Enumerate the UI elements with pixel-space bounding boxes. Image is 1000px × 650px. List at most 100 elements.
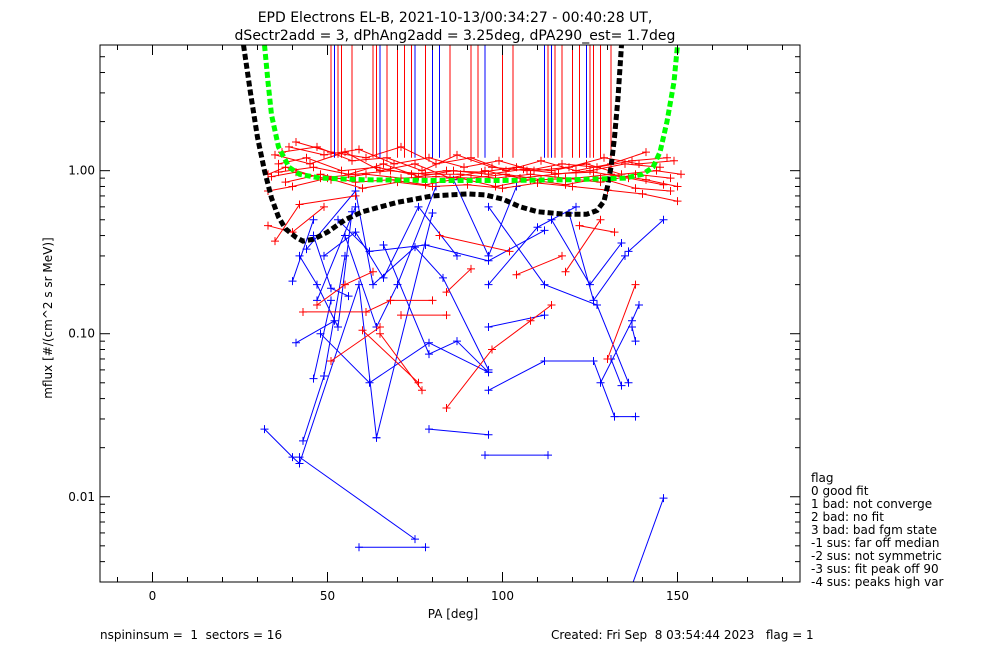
blue-series-line-8 <box>376 212 433 438</box>
red-spectrum-point-8-8 <box>572 166 580 175</box>
chart-title: EPD Electrons EL-B, 2021-10-13/00:34:27 … <box>258 10 653 26</box>
red-spectrum-point-7-3 <box>358 184 367 193</box>
blue-point-6-0 <box>292 338 300 347</box>
legend: flag 0 good fit 1 bad: not converge 2 ba… <box>811 471 944 589</box>
red-spectrum-point-2-8 <box>547 166 556 175</box>
blue-point-0-0 <box>355 543 363 552</box>
blue-point-25-0 <box>628 322 636 331</box>
blue-point-28-1 <box>351 228 360 237</box>
red-point-4-3 <box>428 296 437 305</box>
red-spectrum-point-9-5 <box>449 166 458 175</box>
plot-data <box>241 45 685 599</box>
red-spectrum-point-4-7 <box>523 166 531 175</box>
red-spectrum-point-6-0 <box>285 142 293 151</box>
blue-point-24-1 <box>617 381 626 390</box>
blue-series-line-26 <box>628 219 664 252</box>
red-point-9-1 <box>558 251 566 260</box>
legend-entry-7: -4 sus: peaks high var <box>811 575 944 589</box>
red-point-2-1 <box>414 378 423 387</box>
red-spectrum-point-7-7 <box>498 184 507 193</box>
red-spectrum-point-9-1 <box>309 163 318 172</box>
red-point-3-1 <box>376 322 384 331</box>
red-spectrum-point-9-11 <box>659 180 668 189</box>
red-point-2-0 <box>358 326 367 335</box>
blue-point-28-3 <box>414 202 423 211</box>
blue-point-21-2 <box>617 239 626 248</box>
y-tick-label-2: 1.00 <box>68 164 95 178</box>
blue-point-19-1 <box>327 284 335 293</box>
y-tick-label-0: 0.01 <box>68 490 95 504</box>
blue-point-17-5 <box>484 365 493 374</box>
legend-entry-4: -1 sus: far off median <box>811 536 939 550</box>
red-spectrum-line-3 <box>274 151 661 179</box>
blue-point-13-1 <box>533 223 542 232</box>
y-tick-label-1: 0.10 <box>68 327 95 341</box>
blue-point-20-0 <box>334 215 342 224</box>
blue-series-line-9 <box>428 428 489 436</box>
red-point-0-1 <box>488 345 496 354</box>
red-series-line-12 <box>274 195 356 242</box>
red-spectrum-point-6-3 <box>390 159 398 168</box>
blue-point-13-2 <box>572 202 580 211</box>
red-spectrum-point-9-3 <box>379 159 388 168</box>
blue-point-3-0 <box>299 436 307 445</box>
red-spectrum-point-6-5 <box>460 163 468 172</box>
blue-point-21-0 <box>547 215 556 224</box>
blue-series-line-2 <box>299 456 416 540</box>
blue-point-23-2 <box>635 301 643 310</box>
blue-point-11-4 <box>631 412 640 421</box>
legend-title: flag <box>811 471 834 485</box>
footer-settings: nspininsum = 1 sectors = 16 <box>100 628 282 642</box>
red-spectrum-point-5-1 <box>316 170 325 179</box>
red-spectrum-line-7 <box>267 177 678 202</box>
x-tick-label-0: 0 <box>149 589 157 603</box>
red-series-line-14 <box>579 225 615 233</box>
red-point-14-0 <box>575 221 584 230</box>
red-spectrum-point-9-7 <box>519 165 528 174</box>
blue-point-10-1 <box>544 451 552 460</box>
blue-point-29-2 <box>334 322 342 331</box>
blue-point-2-1 <box>411 535 419 544</box>
red-spectrum-point-7-8 <box>533 179 542 188</box>
red-series-line-2 <box>362 329 419 384</box>
blue-point-27-1 <box>659 494 668 503</box>
red-spectrum-point-6-2 <box>355 145 363 154</box>
plot-frame <box>99 44 801 583</box>
red-spectrum-point-5-0 <box>281 178 290 187</box>
red-point-12-2 <box>351 191 360 200</box>
red-spectrum-point-3-0 <box>271 150 279 159</box>
blue-point-3-2 <box>341 251 349 260</box>
blue-series-line-23 <box>600 304 640 384</box>
blue-series-line-27 <box>632 498 664 582</box>
blue-point-7-0 <box>316 329 325 338</box>
red-spectrum-point-7-9 <box>568 182 577 191</box>
red-spectrum-point-6-9 <box>600 153 608 162</box>
red-spectrum-point-6-11 <box>670 156 678 165</box>
blue-series-line-15 <box>383 244 489 373</box>
x-axis-label: PA [deg] <box>428 607 478 621</box>
red-spectrum-line-4 <box>281 146 668 172</box>
red-spectrum-point-2-1 <box>302 153 311 162</box>
blue-point-14-3 <box>624 378 633 387</box>
red-spectrum-point-3-4 <box>411 159 419 168</box>
red-point-0-2 <box>526 316 535 325</box>
blue-series-line-11 <box>488 360 636 418</box>
blue-point-8-1 <box>428 209 437 218</box>
red-spectrum-point-6-8 <box>565 163 573 172</box>
blue-series-line-30 <box>453 179 517 258</box>
blue-point-26-1 <box>659 215 668 224</box>
red-spectrum-point-2-11 <box>652 166 661 175</box>
red-point-6-0 <box>313 301 321 310</box>
blue-point-11-0 <box>484 386 493 395</box>
red-point-1-1 <box>418 386 426 395</box>
blue-point-29-1 <box>313 280 321 289</box>
blue-point-12-0 <box>484 322 493 331</box>
legend-entry-1: 1 bad: not converge <box>811 497 932 511</box>
footer-created: Created: Fri Sep 8 03:54:44 2023 flag = … <box>551 628 814 642</box>
blue-point-17-3 <box>411 243 419 252</box>
red-spectrum-point-0-12 <box>666 174 675 183</box>
red-spectrum-point-5-8 <box>561 180 570 189</box>
blue-point-10-0 <box>481 451 489 460</box>
blue-point-27-0 <box>625 591 633 599</box>
